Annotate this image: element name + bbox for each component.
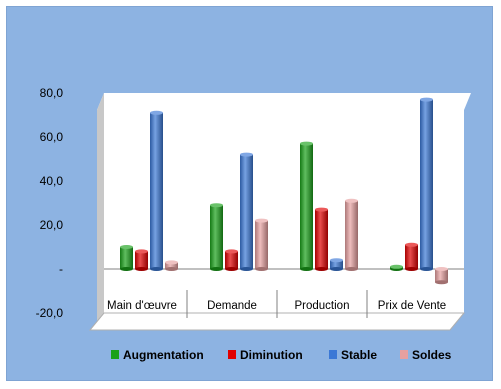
y-tick-label: 80,0 (40, 86, 64, 100)
bar-stable-production (330, 260, 343, 269)
bar-diminution-production-top (315, 207, 328, 212)
legend-swatch-stable (329, 350, 337, 359)
bar-augmentation-production-top (300, 141, 313, 146)
x-tick-label: Main d'œuvre (107, 300, 177, 312)
bar-stable-prix-de-vente-base (420, 267, 433, 271)
bar-diminution-main-d-uvre-base (135, 267, 148, 271)
bar-diminution-demande-base (225, 267, 238, 271)
bar-diminution-production (315, 209, 328, 269)
bar-soldes-production (345, 200, 358, 269)
bar-augmentation-production-base (300, 267, 313, 271)
bar-stable-main-d-uvre-top (150, 110, 163, 115)
bar-augmentation-main-d-uvre (120, 247, 133, 269)
y-tick-label: -20,0 (36, 306, 64, 320)
y-axis: 80,0 60,0 40,0 20,0 - -20,0 (36, 86, 64, 320)
bar-soldes-main-d-uvre (165, 262, 178, 269)
bar-diminution-demande-top (225, 249, 238, 254)
bar-diminution-demande (225, 251, 238, 269)
bar-soldes-main-d-uvre-top (165, 260, 178, 265)
x-tick-label: Demande (207, 300, 257, 312)
bar-soldes-prix-de-vente-base (435, 280, 448, 285)
bar-soldes-production-top (345, 198, 358, 203)
side-wall (97, 93, 104, 330)
legend-swatch-soldes (400, 350, 408, 359)
chart-area: 80,0 60,0 40,0 20,0 - -20,0 Main d'œuvre Deman… (6, 6, 493, 381)
bar-augmentation-demande (210, 205, 223, 269)
bar-stable-production-base (330, 267, 343, 271)
bar-diminution-prix-de-vente-base (405, 267, 418, 271)
bar-stable-demande (240, 154, 253, 269)
x-axis: Main d'œuvre Demande Production Prix de Ven… (107, 290, 446, 318)
bar-augmentation-main-d-uvre-top (120, 245, 133, 249)
legend-label-soldes: Soldes (412, 348, 452, 362)
bar-diminution-prix-de-vente-top (405, 242, 418, 247)
y-tick-label: 40,0 (40, 174, 64, 188)
bar-diminution-main-d-uvre-top (135, 249, 148, 254)
bar-soldes-production-base (345, 267, 358, 271)
bar-soldes-demande-base (255, 267, 268, 271)
bar-stable-production-top (330, 258, 343, 263)
bar-augmentation-demande-top (210, 203, 223, 208)
chart-floor (88, 312, 466, 331)
bars-layer (120, 97, 448, 285)
bar-chart: 80,0 60,0 40,0 20,0 - -20,0 Main d'œuvre Deman… (36, 86, 471, 362)
bar-augmentation-main-d-uvre-base (120, 267, 133, 271)
bar-stable-main-d-uvre (150, 112, 163, 269)
bar-soldes-demande-top (255, 218, 268, 223)
legend-label-stable: Stable (341, 348, 377, 362)
legend-label-diminution: Diminution (240, 348, 303, 362)
bar-augmentation-demande-base (210, 267, 223, 271)
legend: Augmentation Diminution Stable Soldes (111, 348, 452, 362)
bar-diminution-main-d-uvre (135, 251, 148, 269)
bar-diminution-production-base (315, 267, 328, 271)
bar-stable-main-d-uvre-base (150, 267, 163, 271)
legend-label-augmentation: Augmentation (123, 348, 204, 362)
x-tick-label: Prix de Vente (378, 300, 446, 312)
x-tick-label: Production (295, 300, 350, 312)
bar-stable-prix-de-vente-top (420, 97, 433, 102)
bar-augmentation-prix-de-vente-top (390, 264, 403, 269)
legend-swatch-augmentation (111, 350, 119, 359)
plot-wall (104, 93, 464, 313)
bar-soldes-demande (255, 220, 268, 269)
bar-augmentation-production (300, 143, 313, 269)
bar-diminution-prix-de-vente (405, 244, 418, 269)
legend-swatch-diminution (228, 350, 236, 359)
y-tick-label: 20,0 (40, 218, 64, 232)
bar-stable-demande-base (240, 267, 253, 271)
bar-soldes-prix-de-vente (435, 269, 448, 283)
bar-stable-prix-de-vente (420, 99, 433, 269)
bar-soldes-main-d-uvre-base (165, 267, 178, 271)
bar-soldes-prix-de-vente-top (435, 267, 448, 271)
bar-stable-demande-top (240, 152, 253, 157)
y-tick-label: 60,0 (40, 130, 64, 144)
y-tick-label: - (59, 262, 63, 276)
